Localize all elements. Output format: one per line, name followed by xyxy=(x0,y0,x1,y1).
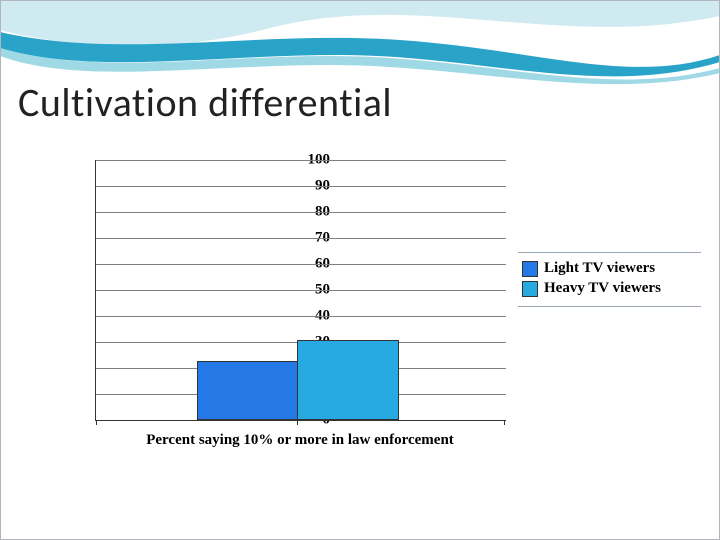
gridline xyxy=(96,160,506,161)
legend-swatch-icon xyxy=(522,261,538,277)
bar xyxy=(297,340,399,420)
chart-container: 0102030405060708090100 Percent saying 10… xyxy=(40,150,690,470)
slide-title: Cultivation differential xyxy=(18,78,392,127)
legend-label: Light TV viewers xyxy=(544,260,655,277)
gridline xyxy=(96,290,506,291)
slide: { "title": "Cultivation differential", "… xyxy=(0,0,720,540)
x-axis-label: Percent saying 10% or more in law enforc… xyxy=(95,432,505,449)
gridline xyxy=(96,264,506,265)
legend-item: Heavy TV viewers xyxy=(522,280,697,297)
gridline xyxy=(96,212,506,213)
plot-area xyxy=(95,160,506,421)
legend: Light TV viewers Heavy TV viewers xyxy=(518,252,701,307)
gridline xyxy=(96,186,506,187)
bar xyxy=(197,361,299,420)
legend-item: Light TV viewers xyxy=(522,260,697,277)
legend-label: Heavy TV viewers xyxy=(544,280,661,297)
gridline xyxy=(96,238,506,239)
gridline xyxy=(96,316,506,317)
wave-decoration xyxy=(0,0,720,90)
legend-swatch-icon xyxy=(522,281,538,297)
